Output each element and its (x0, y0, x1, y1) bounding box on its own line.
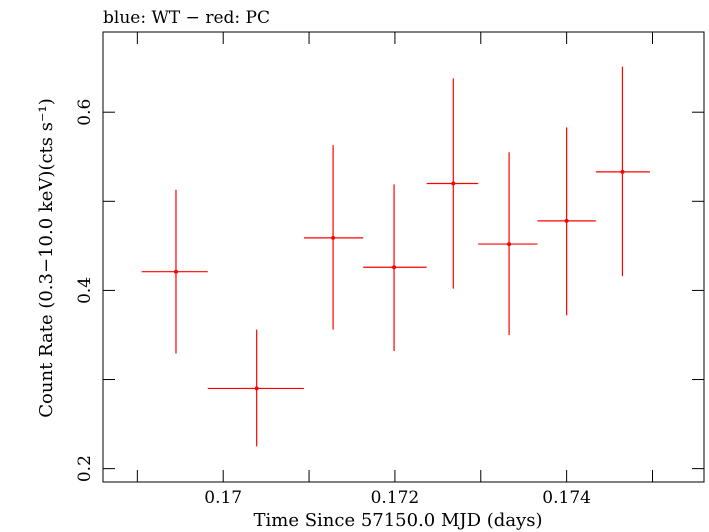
point-marker (620, 169, 625, 174)
y-tick-label: 0.6 (75, 99, 95, 126)
axis-ticks (103, 32, 704, 482)
point-marker (331, 235, 336, 240)
plot-frame (102, 31, 705, 483)
point-marker (507, 242, 512, 247)
x-tick-label: 0.17 (204, 488, 242, 508)
y-axis-label: Count Rate (0.3−10.0 keV)(cts s⁻¹) (36, 98, 57, 417)
data-point (537, 127, 596, 316)
x-axis-label: Time Since 57150.0 MJD (days) (253, 510, 542, 531)
data-point (207, 329, 304, 447)
point-marker (254, 386, 259, 391)
y-tick-label: 0.4 (75, 277, 95, 304)
data-point (426, 78, 479, 289)
point-marker (392, 265, 397, 270)
y-tick-label: 0.2 (75, 455, 95, 482)
data-point (595, 66, 650, 277)
data-point (303, 145, 364, 330)
point-marker (173, 269, 178, 274)
x-tick-label: 0.172 (371, 488, 420, 508)
data-points (141, 66, 650, 447)
axis-tick-labels: 0.17 0.172 0.174 0.2 0.4 0.6 (75, 99, 591, 508)
point-marker (564, 218, 569, 223)
x-tick-label: 0.174 (542, 488, 591, 508)
chart-title: blue: WT − red: PC (103, 8, 270, 28)
point-marker (451, 181, 456, 186)
data-point (478, 152, 538, 335)
data-point (141, 189, 208, 354)
data-point (363, 184, 427, 352)
